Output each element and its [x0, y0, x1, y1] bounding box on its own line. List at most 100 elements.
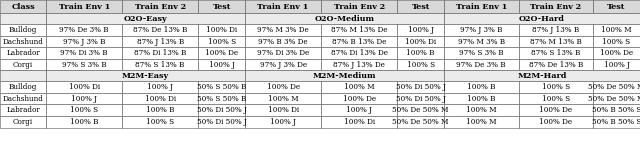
Text: Train Env 1: Train Env 1	[456, 3, 507, 11]
Bar	[397, 24, 444, 36]
Text: 100% J: 100% J	[604, 61, 630, 69]
Bar	[444, 47, 518, 59]
Bar	[245, 70, 444, 81]
Text: 100% B: 100% B	[70, 118, 99, 126]
Bar	[444, 24, 518, 36]
Text: 97% M 3% De: 97% M 3% De	[257, 26, 309, 34]
Bar	[397, 59, 444, 70]
Bar	[0, 36, 46, 47]
Bar	[46, 104, 122, 116]
Text: 100% S: 100% S	[602, 38, 630, 46]
Bar	[245, 47, 321, 59]
Bar	[46, 93, 122, 104]
Text: 87% J 13% B: 87% J 13% B	[532, 26, 579, 34]
Text: 97% M 3% B: 97% M 3% B	[458, 38, 505, 46]
Text: 100% Di: 100% Di	[206, 26, 237, 34]
Bar	[245, 81, 321, 93]
Text: 97% De 3% B: 97% De 3% B	[456, 61, 506, 69]
Bar	[0, 93, 46, 104]
Text: 100% Di: 100% Di	[268, 106, 299, 114]
Text: 87% Di 13% B: 87% Di 13% B	[134, 49, 186, 57]
Text: 100% B: 100% B	[146, 106, 175, 114]
Text: 100% J: 100% J	[71, 95, 97, 103]
Text: 97% Di 3% B: 97% Di 3% B	[60, 49, 108, 57]
Bar	[444, 70, 640, 81]
Text: 50% B 50% S: 50% B 50% S	[592, 118, 640, 126]
Bar	[518, 104, 593, 116]
Text: M2M-Medium: M2M-Medium	[313, 72, 376, 80]
Text: 100% De: 100% De	[205, 49, 238, 57]
Bar	[0, 70, 46, 81]
Bar	[245, 93, 321, 104]
Text: 50% De 50% M: 50% De 50% M	[588, 95, 640, 103]
Bar	[46, 59, 122, 70]
Bar	[444, 81, 518, 93]
Text: Train Env 1: Train Env 1	[257, 3, 309, 11]
Bar	[397, 104, 444, 116]
Bar	[444, 13, 640, 24]
Bar	[593, 0, 640, 13]
Bar	[321, 0, 397, 13]
Bar	[122, 47, 198, 59]
Text: 100% B: 100% B	[467, 83, 495, 91]
Text: 100% De: 100% De	[266, 83, 300, 91]
Bar	[46, 70, 245, 81]
Bar	[593, 36, 640, 47]
Bar	[46, 13, 245, 24]
Text: 50% De 50% M: 50% De 50% M	[392, 106, 449, 114]
Text: Train Env 2: Train Env 2	[333, 3, 385, 11]
Text: 100% S: 100% S	[541, 83, 570, 91]
Bar	[245, 0, 321, 13]
Bar	[321, 47, 397, 59]
Text: 100% J: 100% J	[408, 26, 433, 34]
Bar	[122, 116, 198, 128]
Bar	[518, 93, 593, 104]
Text: O2O-Medium: O2O-Medium	[315, 15, 374, 23]
Bar	[122, 24, 198, 36]
Text: 100% S: 100% S	[146, 118, 174, 126]
Text: 100% S: 100% S	[70, 106, 99, 114]
Bar	[0, 116, 46, 128]
Bar	[518, 24, 593, 36]
Bar	[198, 47, 245, 59]
Bar	[593, 116, 640, 128]
Bar	[593, 93, 640, 104]
Text: 100% M: 100% M	[268, 95, 298, 103]
Bar	[46, 116, 122, 128]
Bar	[0, 59, 46, 70]
Bar	[245, 104, 321, 116]
Bar	[321, 104, 397, 116]
Bar	[397, 81, 444, 93]
Text: 97% S 3% B: 97% S 3% B	[62, 61, 106, 69]
Bar	[397, 47, 444, 59]
Text: 100% De: 100% De	[342, 95, 376, 103]
Text: Bulldog: Bulldog	[9, 83, 37, 91]
Bar	[444, 36, 518, 47]
Bar	[0, 0, 46, 13]
Text: 87% S 13% B: 87% S 13% B	[136, 61, 185, 69]
Text: 50% S 50% B: 50% S 50% B	[197, 83, 246, 91]
Text: 100% Di: 100% Di	[145, 95, 176, 103]
Bar	[0, 24, 46, 36]
Bar	[518, 59, 593, 70]
Bar	[46, 81, 122, 93]
Text: 50% De 50% M: 50% De 50% M	[588, 83, 640, 91]
Text: 87% Di 13% De: 87% Di 13% De	[331, 49, 388, 57]
Bar	[593, 47, 640, 59]
Bar	[321, 59, 397, 70]
Bar	[444, 104, 518, 116]
Text: 97% S 3% B: 97% S 3% B	[459, 49, 504, 57]
Bar	[518, 116, 593, 128]
Bar	[444, 93, 518, 104]
Bar	[198, 59, 245, 70]
Bar	[245, 24, 321, 36]
Bar	[46, 36, 122, 47]
Bar	[321, 93, 397, 104]
Text: 100% De: 100% De	[540, 118, 572, 126]
Bar	[198, 81, 245, 93]
Bar	[321, 36, 397, 47]
Bar	[518, 47, 593, 59]
Bar	[518, 81, 593, 93]
Text: 50% Di 50% J: 50% Di 50% J	[196, 118, 246, 126]
Text: Labrador: Labrador	[6, 49, 40, 57]
